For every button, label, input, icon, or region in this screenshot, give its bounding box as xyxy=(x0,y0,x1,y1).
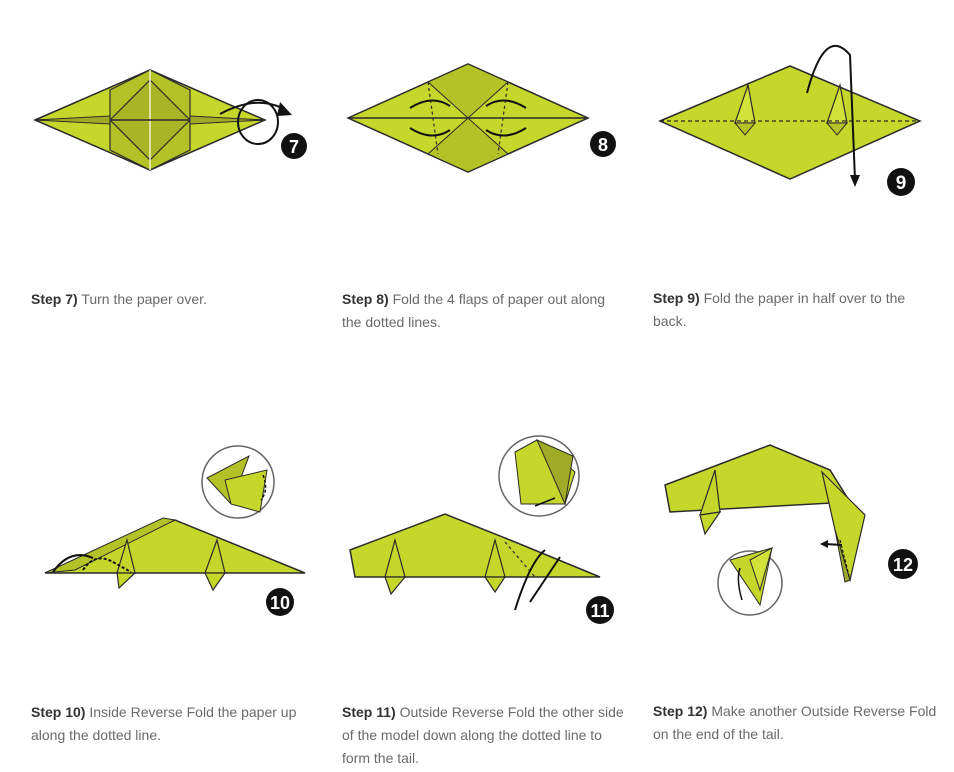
step-12-diagram: 12 xyxy=(664,444,918,616)
paper-diamond xyxy=(658,65,922,180)
step-11-caption: Step 11) Outside Reverse Fold the other … xyxy=(342,701,627,770)
step-9-diagram: 9 xyxy=(658,44,922,196)
step-number: 10 xyxy=(270,593,290,613)
step-label: Step 8) xyxy=(342,291,389,307)
step-8-diagram: 8 xyxy=(346,63,616,173)
step-number: 9 xyxy=(896,173,907,194)
step-8-caption: Step 8) Fold the 4 flaps of paper out al… xyxy=(342,288,627,334)
step-badge xyxy=(586,596,614,624)
step-label: Step 12) xyxy=(653,703,708,719)
step-badge xyxy=(887,168,915,196)
step-badge xyxy=(281,133,307,159)
step-label: Step 11) xyxy=(342,704,396,720)
step-text: Outside Reverse Fold the other side of t… xyxy=(342,704,624,766)
step-text: Fold the paper in half over to the back. xyxy=(653,290,906,329)
fold-back-arrow-icon xyxy=(806,44,856,181)
step-text: Inside Reverse Fold the paper up along t… xyxy=(31,704,297,743)
step-badge xyxy=(888,549,918,579)
step-badge xyxy=(266,588,294,616)
step-number: 7 xyxy=(289,137,299,157)
step-number: 8 xyxy=(598,135,608,155)
step-12-caption: Step 12) Make another Outside Reverse Fo… xyxy=(653,700,938,746)
step-10-diagram: 10 xyxy=(44,445,306,616)
step-text: Make another Outside Reverse Fold on the… xyxy=(653,703,937,742)
step-11-diagram: 11 xyxy=(349,435,614,624)
step-text: Turn the paper over. xyxy=(81,291,207,307)
step-label: Step 10) xyxy=(31,704,86,720)
step-7-caption: Step 7) Turn the paper over. xyxy=(31,288,316,311)
step-label: Step 9) xyxy=(653,290,700,306)
step-number: 11 xyxy=(590,601,609,621)
step-10-caption: Step 10) Inside Reverse Fold the paper u… xyxy=(31,701,316,747)
fold-out-arrows-icon xyxy=(409,99,527,137)
step-9-caption: Step 9) Fold the paper in half over to t… xyxy=(653,287,938,333)
step-number: 12 xyxy=(893,555,913,575)
step-label: Step 7) xyxy=(31,291,78,307)
step-badge xyxy=(590,131,616,157)
step-7-diagram: 7 xyxy=(33,69,307,171)
step-text: Fold the 4 flaps of paper out along the … xyxy=(342,291,606,330)
fold-down-arrows-icon xyxy=(514,549,561,611)
turn-over-arrow-icon xyxy=(219,99,283,145)
reverse-fold-arrow-icon xyxy=(52,554,94,573)
